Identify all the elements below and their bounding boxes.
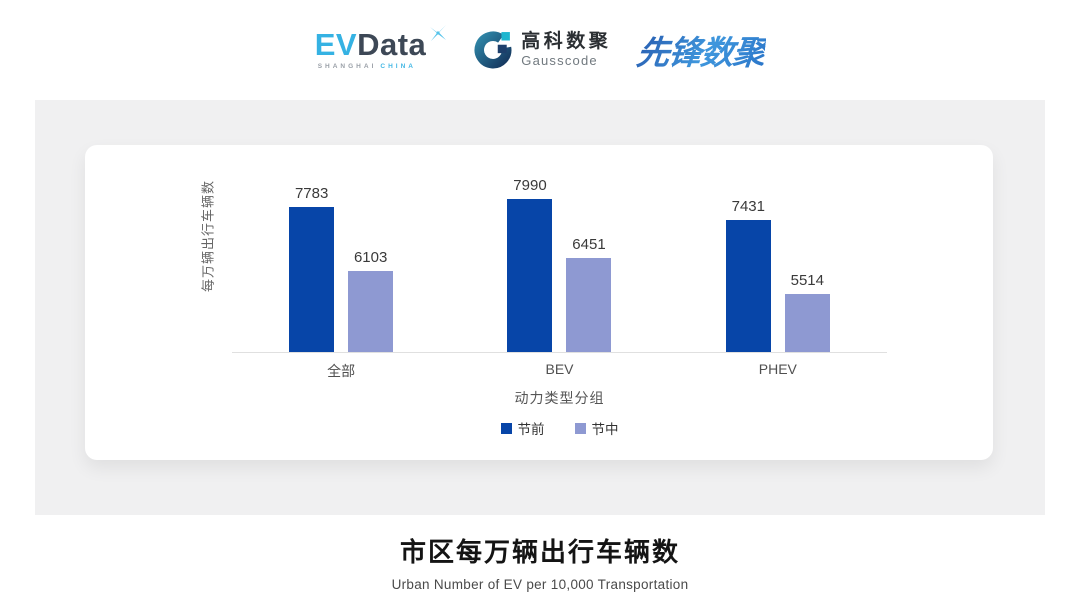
category-label-PHEV: PHEV [758,361,797,377]
legend-label: 节前 [517,422,545,437]
bar-value-label: 7990 [513,177,547,194]
legend: 节前 节中 [232,418,887,438]
bar-group-PHEV: 7431 5514 [669,168,887,352]
xianfeng-logo: 先锋数聚 [635,26,768,74]
footer: 市区每万辆出行车辆数 Urban Number of EV per 10,000… [0,532,1080,592]
evdata-subtitle-shanghai: SHANGHAI [317,63,377,71]
bar-value-label: 6451 [572,236,606,253]
bar-group-BEV: 7990 6451 [450,168,668,352]
bar-plot: 7783 6103 7990 6451 7431 5514 [232,168,887,352]
header-logos: EV Data SHANGHAI CHINA [0,0,1080,100]
y-axis-label: 每万辆出行车辆数 [200,179,216,293]
bar-节前-BEV: 7990 [507,177,553,352]
category-label-全部: 全部 [327,363,356,379]
evdata-x-icon [430,25,447,42]
bar-节中-PHEV: 5514 [784,272,830,352]
x-axis-title: 动力类型分组 [514,390,605,406]
legend-swatch-icon [574,422,586,434]
category-label-BEV: BEV [545,361,574,377]
gausscode-icon [474,31,512,69]
legend-swatch-icon [500,422,512,434]
gausscode-en-name: Gausscode [521,53,598,69]
gausscode-logo: 高科数聚 Gausscode [474,31,611,69]
bar-节中-全部: 6103 [348,249,394,352]
legend-item-节中: 节中 [574,418,619,438]
bar-节中-BEV: 6451 [566,236,612,352]
bar-group-全部: 7783 6103 [232,168,450,352]
page-title: 市区每万辆出行车辆数 [399,537,680,567]
chart-card: 每万辆出行车辆数 7783 6103 7990 6451 7431 5514 全部 BEV P… [85,145,993,460]
page-subtitle: Urban Number of EV per 10,000 Transporta… [391,577,689,592]
legend-label: 节中 [591,422,619,437]
chart-panel: 每万辆出行车辆数 7783 6103 7990 6451 7431 5514 全部 BEV P… [35,100,1045,515]
evdata-wordmark: EV Data [314,25,449,63]
gausscode-cn-name: 高科数聚 [521,31,612,53]
x-axis-line [232,352,887,353]
evdata-logo: EV Data SHANGHAI CHINA [314,25,449,71]
bar-value-label: 7431 [731,198,765,215]
gausscode-text: 高科数聚 Gausscode [521,32,611,68]
category-axis: 全部 BEV PHEV [232,361,887,381]
bar-value-label: 5514 [790,272,824,289]
bar-value-label: 7783 [294,185,329,202]
evdata-data-text: Data [357,27,427,63]
evdata-ev-text: EV [314,27,358,63]
bar-节前-全部: 7783 [289,185,335,352]
evdata-subtitle-china: CHINA [380,63,416,71]
legend-item-节前: 节前 [500,418,545,438]
bar-节前-PHEV: 7431 [725,198,771,352]
bar-value-label: 6103 [353,249,388,266]
evdata-subtitle: SHANGHAI CHINA [315,64,449,71]
